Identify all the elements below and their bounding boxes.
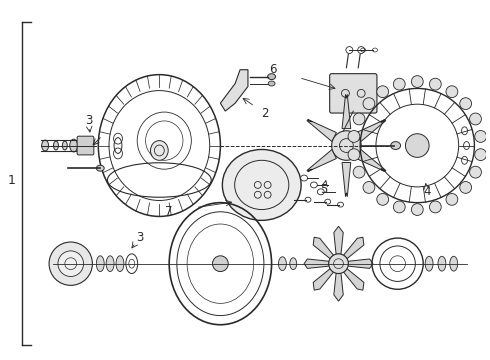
- Polygon shape: [342, 94, 351, 129]
- Circle shape: [475, 131, 487, 142]
- Circle shape: [377, 86, 389, 98]
- Polygon shape: [307, 120, 336, 141]
- Circle shape: [446, 86, 458, 98]
- Ellipse shape: [450, 256, 458, 271]
- Circle shape: [393, 78, 405, 90]
- Circle shape: [469, 113, 481, 125]
- Polygon shape: [313, 269, 334, 290]
- Circle shape: [58, 251, 83, 276]
- Text: 3: 3: [136, 231, 144, 244]
- Text: 5: 5: [320, 183, 327, 196]
- Polygon shape: [343, 269, 364, 290]
- Ellipse shape: [116, 256, 124, 271]
- Circle shape: [213, 256, 228, 271]
- Ellipse shape: [70, 139, 77, 152]
- Ellipse shape: [278, 257, 286, 271]
- Circle shape: [49, 242, 93, 285]
- Circle shape: [393, 201, 405, 213]
- FancyBboxPatch shape: [77, 136, 94, 155]
- Polygon shape: [342, 162, 351, 197]
- Text: 2: 2: [261, 107, 269, 120]
- Circle shape: [460, 98, 471, 109]
- Ellipse shape: [42, 140, 49, 151]
- Circle shape: [377, 193, 389, 205]
- Text: 3: 3: [85, 114, 92, 127]
- Circle shape: [446, 193, 458, 205]
- Ellipse shape: [318, 189, 324, 195]
- Ellipse shape: [53, 141, 58, 150]
- Ellipse shape: [106, 256, 114, 271]
- Circle shape: [348, 131, 360, 142]
- Ellipse shape: [222, 149, 301, 220]
- Circle shape: [460, 181, 471, 193]
- Ellipse shape: [268, 81, 275, 86]
- Circle shape: [332, 131, 361, 160]
- Text: 1: 1: [8, 174, 16, 186]
- Circle shape: [329, 254, 348, 274]
- Ellipse shape: [290, 258, 296, 270]
- Ellipse shape: [268, 74, 275, 80]
- Circle shape: [429, 78, 441, 90]
- Ellipse shape: [311, 182, 318, 188]
- Text: 4: 4: [423, 185, 431, 198]
- Circle shape: [363, 181, 375, 193]
- Text: 6: 6: [269, 63, 276, 76]
- Ellipse shape: [301, 175, 308, 181]
- Circle shape: [429, 201, 441, 213]
- Polygon shape: [343, 237, 364, 259]
- Ellipse shape: [391, 141, 400, 149]
- Circle shape: [412, 204, 423, 215]
- Polygon shape: [304, 259, 329, 269]
- Circle shape: [353, 113, 365, 125]
- FancyBboxPatch shape: [330, 74, 377, 113]
- Circle shape: [412, 76, 423, 87]
- Ellipse shape: [62, 141, 67, 150]
- Ellipse shape: [425, 256, 433, 271]
- Polygon shape: [334, 273, 343, 301]
- Ellipse shape: [97, 256, 104, 271]
- Polygon shape: [356, 149, 386, 172]
- Polygon shape: [313, 237, 334, 259]
- Polygon shape: [307, 149, 336, 172]
- Text: 7: 7: [166, 205, 173, 218]
- Ellipse shape: [97, 165, 104, 171]
- Ellipse shape: [150, 141, 168, 160]
- Polygon shape: [348, 259, 373, 269]
- Ellipse shape: [438, 256, 446, 271]
- Circle shape: [406, 134, 429, 157]
- Polygon shape: [334, 226, 343, 254]
- Circle shape: [469, 166, 481, 178]
- Circle shape: [475, 149, 487, 161]
- Polygon shape: [220, 70, 248, 111]
- Circle shape: [348, 149, 360, 161]
- Polygon shape: [356, 120, 386, 141]
- Circle shape: [363, 98, 375, 109]
- Circle shape: [353, 166, 365, 178]
